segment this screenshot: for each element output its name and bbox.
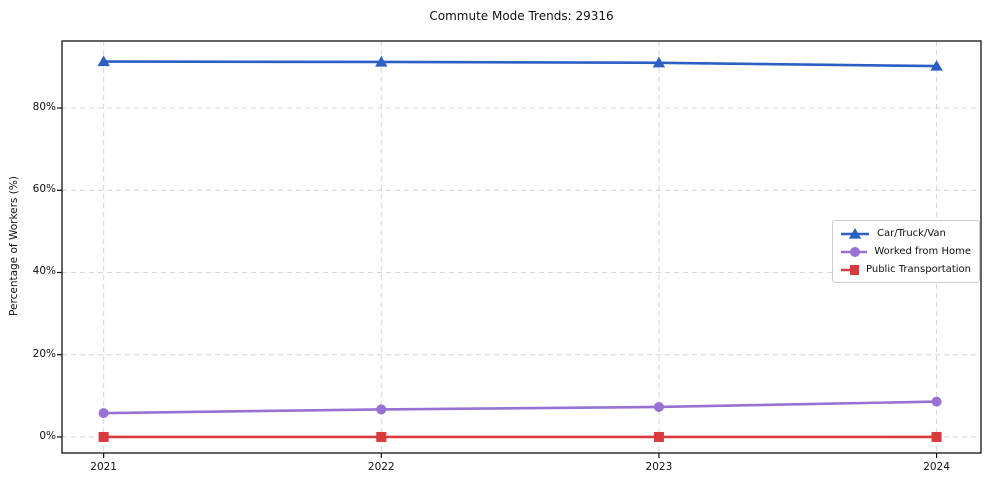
y-tick-label: 80% (32, 101, 56, 114)
legend-square-sample-icon (841, 264, 860, 275)
chart-title: Commute Mode Trends: 29316 (429, 9, 614, 23)
circle-marker (653, 401, 664, 412)
legend-triangle-up-sample-icon (841, 227, 869, 239)
legend-label: Car/Truck/Van (877, 228, 946, 239)
legend: Car/Truck/Van Worked from Home Public Tran… (832, 220, 980, 283)
legend-item-public-transportation: Public Transportation (840, 262, 971, 277)
triangle-up-marker (930, 60, 943, 71)
y-tick-label: 60% (32, 183, 56, 196)
y-tick-label: 20% (32, 347, 56, 360)
x-tick-label: 2021 (90, 461, 117, 473)
y-tick-label: 0% (39, 429, 56, 442)
circle-marker (850, 246, 860, 257)
square-marker (931, 431, 942, 442)
circle-marker (98, 408, 109, 419)
triangle-up-marker (652, 56, 666, 68)
triangle-up-marker (375, 55, 388, 67)
legend-label: Public Transportation (866, 264, 971, 275)
x-tick-label: 2024 (923, 461, 950, 473)
circle-marker (376, 404, 387, 415)
circle-marker (931, 396, 942, 407)
square-marker (653, 431, 664, 442)
plot-border (61, 40, 982, 454)
series-line-worked-from-home (102, 400, 938, 415)
series-line-car-truck-van (102, 60, 938, 68)
x-tick-label: 2022 (367, 461, 395, 473)
x-tick-label: 2023 (645, 461, 673, 473)
square-marker (376, 431, 387, 442)
y-tick-label: 40% (32, 265, 56, 278)
triangle-up-marker (848, 227, 862, 239)
legend-item-worked-from-home: Worked from Home (840, 244, 971, 259)
legend-circle-sample-icon (841, 246, 868, 257)
square-marker (850, 264, 860, 275)
legend-label: Worked from Home (874, 246, 971, 257)
triangle-up-marker (97, 55, 110, 67)
square-marker (98, 431, 109, 442)
legend-item-car-truck-van: Car/Truck/Van (840, 226, 971, 241)
